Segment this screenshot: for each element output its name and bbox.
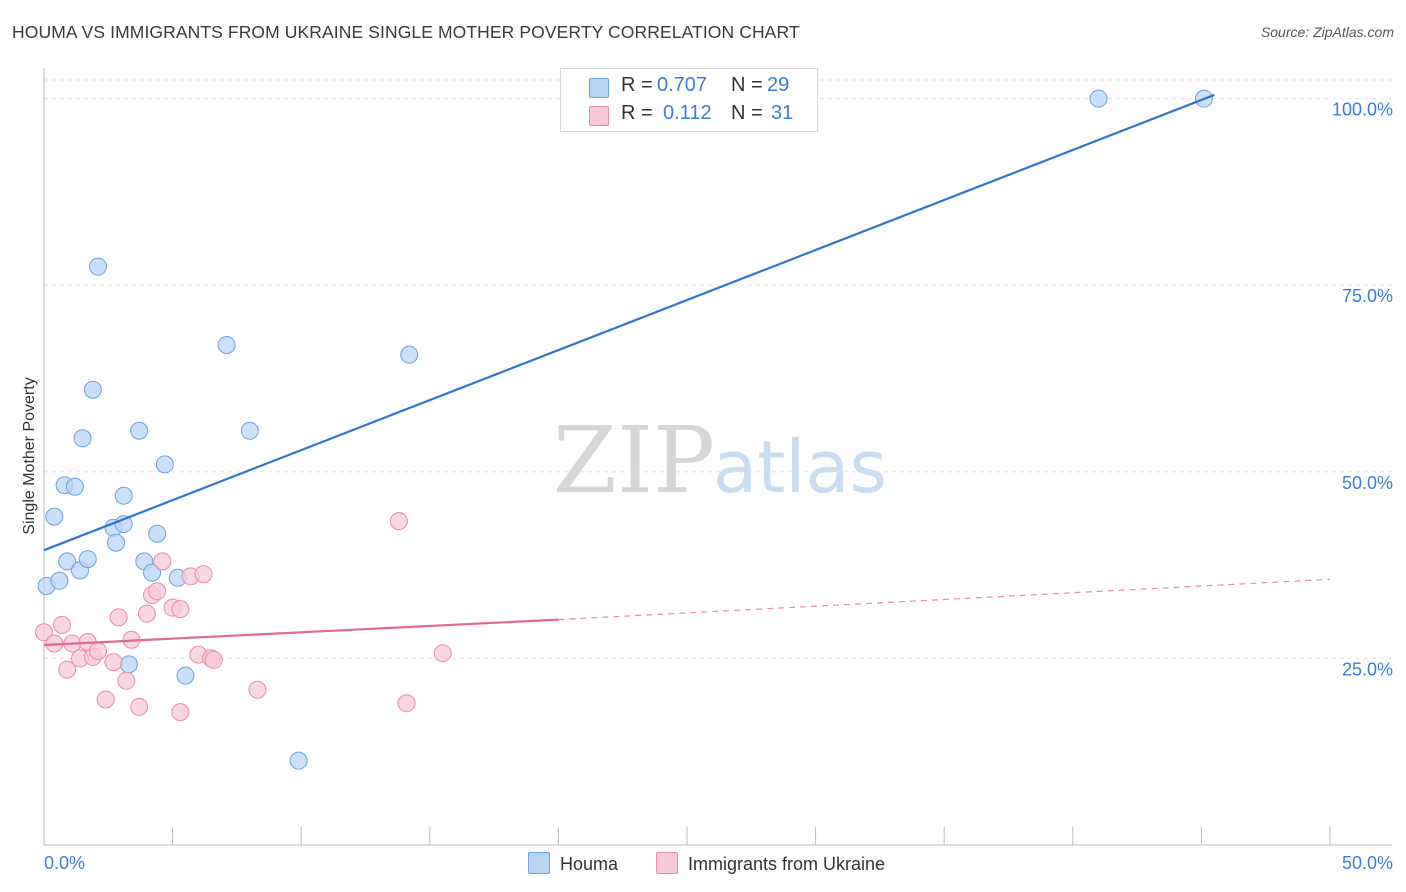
watermark-zip: ZIP xyxy=(553,407,715,514)
ukraine-point xyxy=(35,623,53,642)
houma-point xyxy=(240,421,259,440)
legend-r-label: R = xyxy=(621,102,653,124)
bottom-legend-houma: Houma xyxy=(528,852,618,875)
watermark-atlas: atlas xyxy=(713,425,887,509)
houma-point xyxy=(58,552,77,571)
houma-point xyxy=(83,380,102,399)
ukraine-point xyxy=(137,604,156,623)
legend-n-label: N = xyxy=(731,74,763,96)
ukraine-point xyxy=(104,653,123,672)
ukraine-point xyxy=(153,552,172,571)
ukraine-point xyxy=(53,615,72,634)
houma-swatch-icon xyxy=(589,78,609,98)
houma-point xyxy=(73,429,92,448)
houma-point xyxy=(155,455,174,474)
bottom-legend-ukraine: Immigrants from Ukraine xyxy=(656,852,885,875)
houma-point xyxy=(148,524,167,543)
ukraine-point xyxy=(248,680,267,699)
houma-point xyxy=(65,477,84,496)
ukraine-point xyxy=(130,697,149,716)
ukraine-point xyxy=(171,600,190,619)
houma-point xyxy=(143,563,162,582)
ukraine-point xyxy=(204,650,223,669)
x-tick-label: 50.0% xyxy=(1342,853,1393,873)
houma-point xyxy=(45,507,64,526)
legend-n-value: 29 xyxy=(767,74,790,96)
houma-point xyxy=(130,421,149,440)
y-tick-label: 50.0% xyxy=(1342,473,1393,493)
ukraine-point xyxy=(433,644,452,663)
houma-point xyxy=(78,550,97,569)
legend-row-houma: R = 0.707 N = 29 xyxy=(561,72,817,102)
ukraine-point xyxy=(58,660,77,679)
houma-swatch-icon xyxy=(528,852,550,874)
legend-r-value: 0.707 xyxy=(657,74,708,96)
houma-point xyxy=(217,335,236,354)
ukraine-point xyxy=(148,582,167,601)
ukraine-swatch-icon xyxy=(656,852,678,874)
houma-point xyxy=(1089,89,1108,108)
ukraine-point xyxy=(117,671,136,690)
ukraine-point xyxy=(171,703,190,722)
houma-point xyxy=(176,666,195,685)
houma-point xyxy=(107,533,126,552)
ukraine-point xyxy=(96,690,115,709)
legend-row-ukraine: R = 0.112 N = 31 xyxy=(561,100,817,130)
chart-title: HOUMA VS IMMIGRANTS FROM UKRAINE SINGLE … xyxy=(12,22,800,42)
legend-r-label: R = xyxy=(621,74,653,96)
ukraine-point xyxy=(109,608,128,627)
houma-trendline xyxy=(43,93,1215,552)
bottom-legend-label: Houma xyxy=(560,854,619,874)
legend-r-value: 0.112 xyxy=(663,102,712,124)
bottom-legend-label: Immigrants from Ukraine xyxy=(688,854,886,874)
houma-point xyxy=(50,571,69,590)
ukraine-point xyxy=(389,512,408,531)
ukraine-trendline-extension xyxy=(558,578,1331,621)
legend-n-value: 31 xyxy=(771,102,794,124)
ukraine-trendline xyxy=(43,618,559,647)
x-tick-label: 0.0% xyxy=(44,853,85,873)
houma-point xyxy=(114,486,133,505)
houma-point xyxy=(289,751,308,770)
y-tick-label: 75.0% xyxy=(1342,286,1393,306)
correlation-legend: R = 0.707 N = 29 R = 0.112 N = 31 xyxy=(560,68,818,132)
legend-n-label: N = xyxy=(731,102,763,124)
ukraine-point xyxy=(397,694,416,713)
ukraine-swatch-icon xyxy=(589,106,609,126)
houma-point xyxy=(89,257,108,276)
y-tick-label: 25.0% xyxy=(1342,659,1393,679)
ukraine-point xyxy=(89,641,108,660)
y-tick-label: 100.0% xyxy=(1332,100,1393,120)
houma-point xyxy=(119,655,138,674)
houma-point xyxy=(400,345,419,364)
source-label: Source: ZipAtlas.com xyxy=(1260,24,1394,40)
ukraine-point xyxy=(194,565,213,584)
